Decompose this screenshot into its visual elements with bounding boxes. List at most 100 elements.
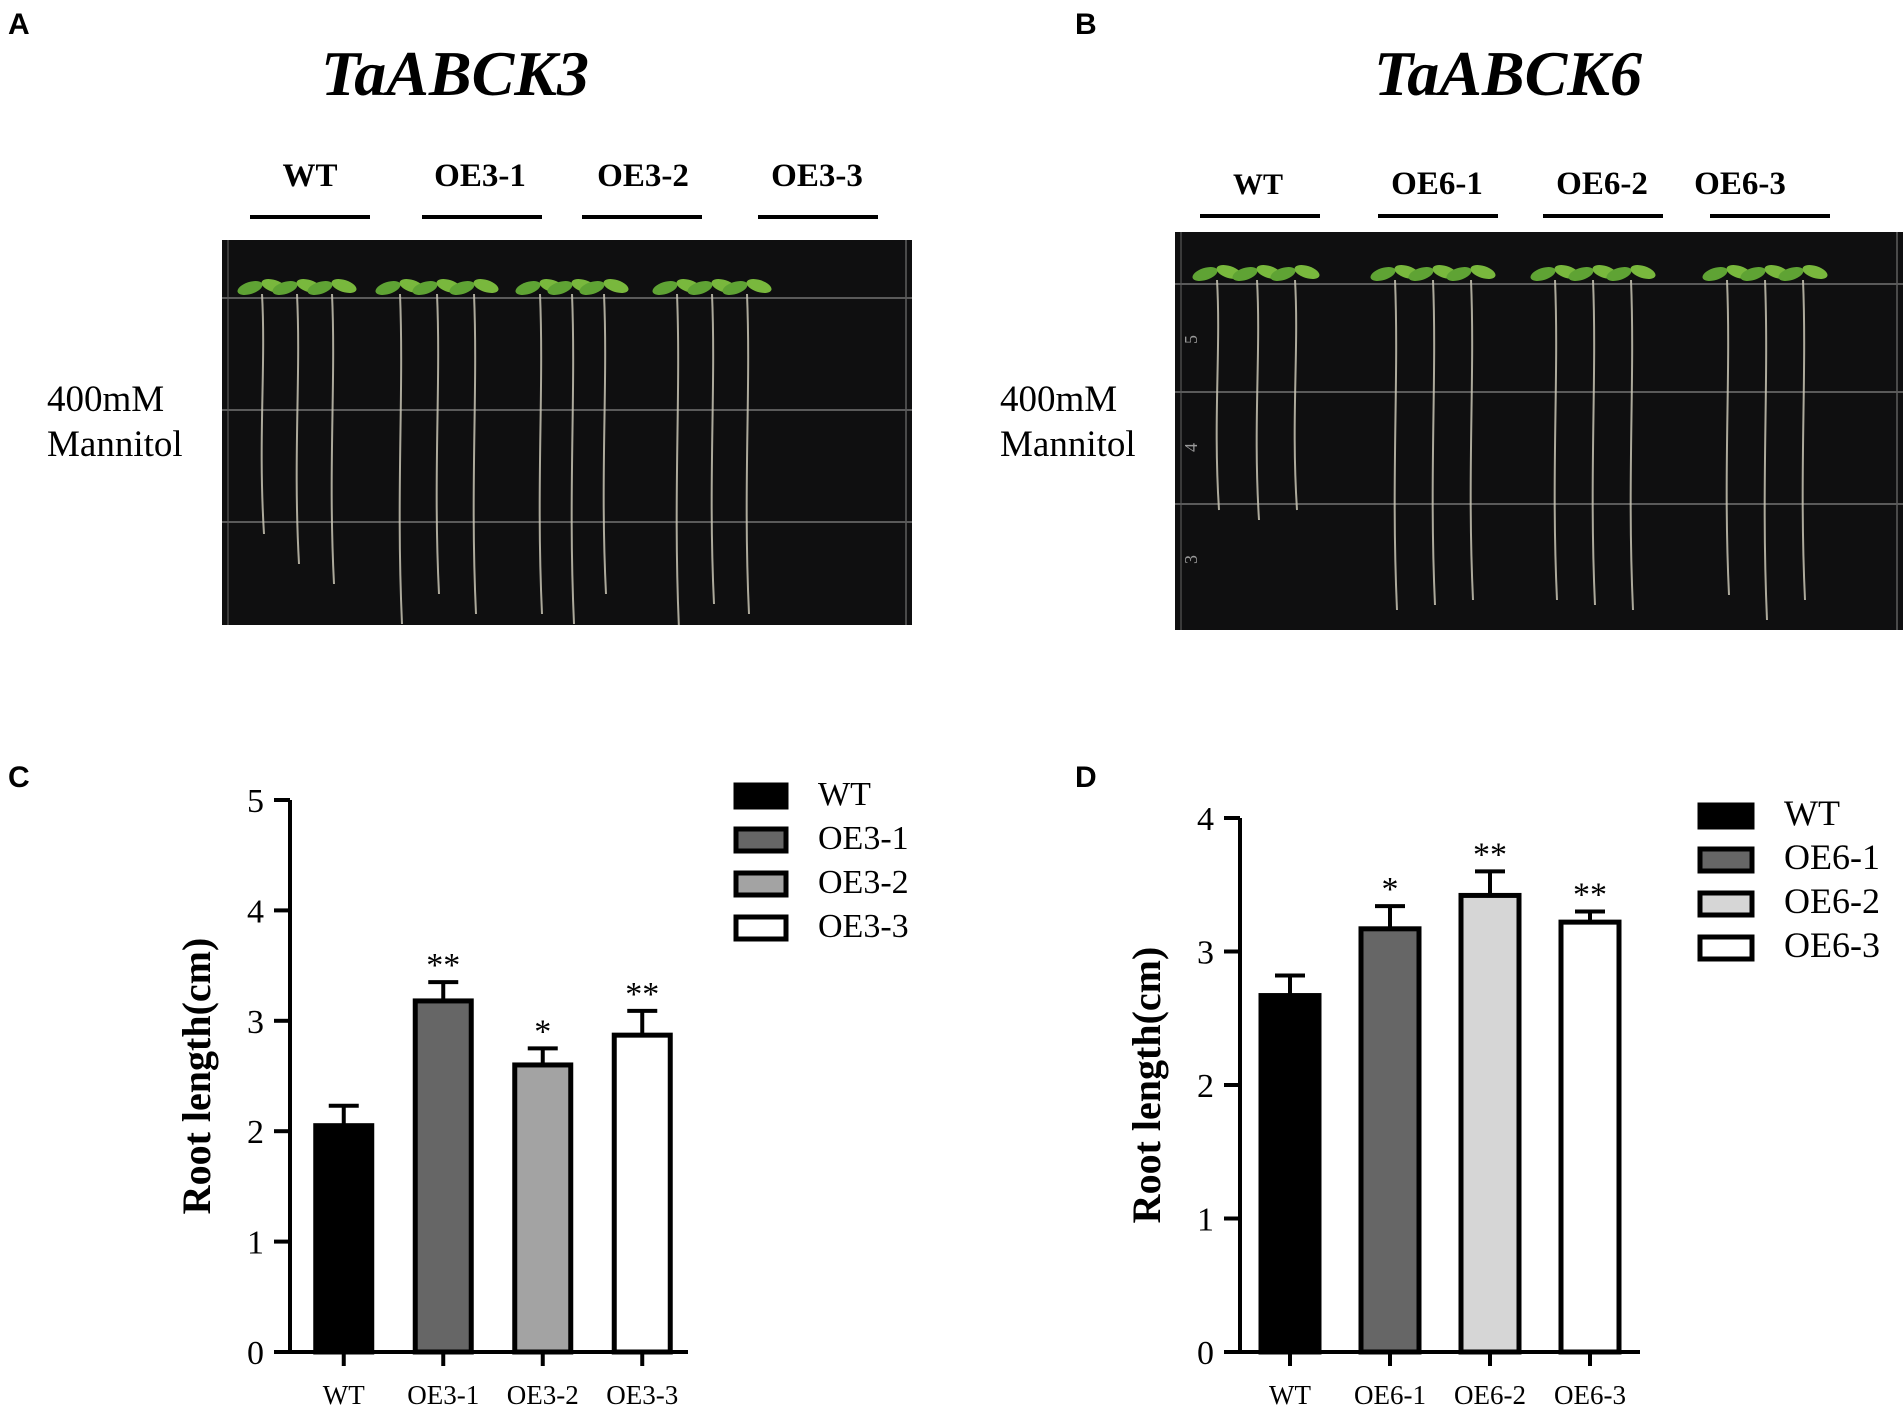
panel-letter-b: B: [1075, 8, 1097, 41]
bar-oe6-1: [1358, 926, 1422, 1355]
seedling-leaf: [1568, 267, 1594, 281]
seedling-leaf: [1192, 267, 1218, 281]
seedling-root: [1393, 279, 1398, 611]
seedling-root: [398, 293, 403, 625]
y-tick-label: 2: [247, 1114, 264, 1151]
line-label-a-2: OE3-1: [434, 158, 526, 194]
y-tick-label: 1: [247, 1225, 264, 1262]
line-bar-b-1: [1200, 214, 1320, 218]
seedling-leaf: [579, 281, 605, 295]
seedling-leaf: [412, 281, 438, 295]
seedling-root: [602, 293, 607, 595]
seedling-leaf: [1408, 267, 1434, 281]
legend-swatch: [1697, 802, 1755, 830]
panel-letter-c: C: [8, 761, 30, 794]
gene-title-b: TaABCK6: [1374, 38, 1642, 109]
y-tick-label: 3: [1197, 935, 1214, 972]
legend-swatch: [733, 870, 789, 898]
line-label-b-3: OE6-2: [1556, 166, 1648, 202]
seedling-root: [1801, 279, 1806, 601]
seedling-leaf: [1232, 267, 1258, 281]
treatment-label-a: 400mM Mannitol: [47, 379, 183, 465]
y-tick-label: 3: [247, 1004, 264, 1041]
panel-letter-a: A: [8, 8, 30, 41]
line-bar-b-4: [1710, 214, 1830, 218]
seedling-root: [570, 293, 575, 625]
line-bar-b-2: [1378, 214, 1498, 218]
legend-label: OE6-3: [1784, 925, 1880, 965]
legend-label: WT: [818, 776, 871, 813]
seedling-leaf: [1470, 265, 1496, 279]
seedling-plate-photo-a: [222, 240, 912, 625]
line-label-b-4: OE6-3: [1694, 166, 1786, 202]
seedling-leaf: [1446, 267, 1472, 281]
significance-marker: **: [1473, 836, 1507, 873]
x-tick-label: OE3-2: [507, 1380, 579, 1410]
seedling-leaf: [473, 279, 499, 293]
y-tick-label: 4: [247, 893, 264, 930]
plate-background: [222, 240, 912, 625]
line-label-a-1: WT: [282, 158, 338, 194]
seedling-root: [1763, 279, 1768, 621]
seedling-root: [1469, 279, 1474, 601]
legend-swatch: [733, 914, 789, 942]
seedling-leaf: [1606, 267, 1632, 281]
legend-label: OE3-1: [818, 820, 909, 857]
x-tick-label: OE6-2: [1454, 1380, 1526, 1410]
x-tick-label: OE6-1: [1354, 1380, 1426, 1410]
seedling-root: [330, 293, 335, 585]
seedling-leaf: [687, 281, 713, 295]
bar-oe6-2: [1458, 892, 1522, 1355]
legend-swatch: [1697, 934, 1755, 962]
legend-swatch: [733, 826, 789, 854]
seedling-leaf: [722, 281, 748, 295]
seedling-root: [1553, 279, 1558, 601]
seedling-root: [675, 293, 680, 625]
x-tick-label: WT: [323, 1380, 365, 1410]
seedling-leaf: [547, 281, 573, 295]
seedling-root: [1591, 279, 1596, 606]
legend-swatch: [733, 782, 789, 810]
ruler-mark: 5: [1181, 335, 1201, 344]
line-bar-a-2: [422, 215, 542, 219]
seedling-root: [295, 293, 300, 565]
legend-label: OE6-1: [1784, 837, 1880, 877]
seedling-leaf: [1740, 267, 1766, 281]
gene-title-a: TaABCK3: [321, 38, 589, 109]
seedling-leaf: [449, 281, 475, 295]
seedling-leaf: [603, 279, 629, 293]
seedling-root: [538, 293, 543, 615]
seedling-leaf: [1370, 267, 1396, 281]
significance-marker: **: [625, 976, 659, 1013]
y-tick-label: 0: [247, 1335, 264, 1372]
seedling-leaf: [375, 281, 401, 295]
seedling-root: [745, 293, 750, 615]
significance-marker: *: [534, 1013, 551, 1050]
legend-label: OE3-3: [818, 908, 909, 945]
line-label-a-3: OE3-2: [597, 158, 689, 194]
bar-oe6-3: [1558, 919, 1622, 1355]
seedling-root: [1255, 279, 1260, 521]
y-axis-label: Root length(cm): [174, 938, 219, 1215]
y-tick-label: 1: [1197, 1202, 1214, 1239]
seedling-leaf: [237, 281, 263, 295]
seedling-leaf: [1778, 267, 1804, 281]
y-tick-label: 2: [1197, 1068, 1214, 1105]
line-bar-a-3: [582, 215, 702, 219]
line-label-b-2: OE6-1: [1391, 166, 1483, 202]
seedling-root: [472, 293, 477, 615]
seedling-leaf: [272, 281, 298, 295]
significance-marker: *: [1382, 871, 1399, 908]
seedling-leaf: [1702, 267, 1728, 281]
seedling-root: [1725, 279, 1730, 596]
treatment-label-b: 400mM Mannitol: [1000, 379, 1136, 465]
x-tick-label: OE3-1: [407, 1380, 479, 1410]
line-label-a-4: OE3-3: [771, 158, 863, 194]
legend-label: OE3-2: [818, 864, 909, 901]
seedling-leaf: [1802, 265, 1828, 279]
seedling-leaf: [1530, 267, 1556, 281]
ruler-mark: 3: [1181, 555, 1201, 564]
seedling-leaf: [307, 281, 333, 295]
